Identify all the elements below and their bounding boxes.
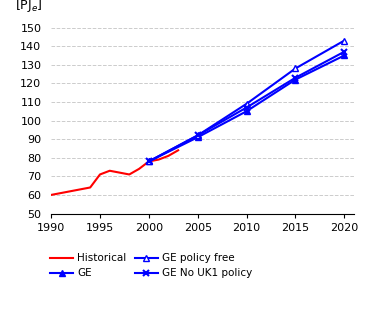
Legend: Historical, GE, GE policy free, GE No UK1 policy: Historical, GE, GE policy free, GE No UK… [50, 253, 252, 279]
Text: [PJ$_e$]: [PJ$_e$] [15, 0, 42, 14]
